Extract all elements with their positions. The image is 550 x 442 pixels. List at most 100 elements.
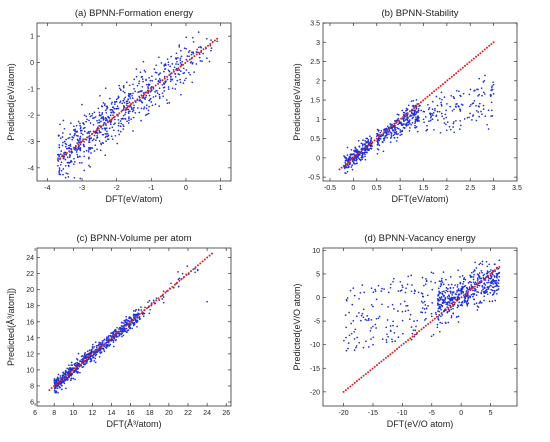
- scatter-point: [146, 113, 148, 116]
- scatter-point: [476, 279, 479, 282]
- scatter-point: [423, 300, 426, 303]
- reference-point: [78, 363, 81, 366]
- scatter-point: [474, 261, 476, 264]
- scatter-point: [477, 274, 480, 276]
- y-tick-label: 10: [312, 248, 320, 255]
- scatter-point: [392, 277, 395, 280]
- y-tick-label: 0.5: [310, 136, 320, 143]
- reference-point: [141, 311, 144, 313]
- scatter-point: [449, 128, 452, 131]
- scatter-point: [355, 346, 357, 349]
- scatter-point: [449, 299, 451, 302]
- scatter-point: [481, 286, 484, 288]
- scatter-point: [497, 279, 500, 282]
- scatter-point: [178, 46, 181, 48]
- reference-point: [190, 270, 192, 273]
- scatter-point: [470, 284, 473, 286]
- data-points: [342, 259, 501, 393]
- scatter-point: [490, 285, 492, 287]
- scatter-point: [135, 75, 138, 78]
- reference-point: [116, 113, 118, 116]
- scatter-point: [440, 112, 443, 115]
- scatter-point: [148, 105, 150, 108]
- scatter-point: [357, 157, 360, 160]
- scatter-point: [88, 349, 91, 352]
- scatter-point: [407, 116, 409, 119]
- reference-point: [129, 320, 132, 323]
- scatter-point: [473, 99, 476, 102]
- scatter-point: [437, 304, 439, 306]
- scatter-point: [484, 291, 487, 294]
- scatter-point: [58, 134, 60, 137]
- reference-point: [395, 121, 398, 124]
- scatter-point: [453, 131, 456, 134]
- scatter-point: [66, 371, 68, 374]
- reference-point: [435, 88, 438, 91]
- reference-point: [376, 364, 378, 367]
- scatter-point: [362, 346, 365, 349]
- y-tick-label: 8: [30, 383, 34, 390]
- scatter-point: [76, 142, 78, 144]
- scatter-point: [53, 389, 56, 392]
- scatter-point: [489, 277, 492, 280]
- reference-point: [461, 66, 464, 69]
- scatter-point: [397, 336, 400, 338]
- scatter-point: [80, 132, 83, 135]
- scatter-point: [458, 128, 461, 130]
- reference-point: [50, 387, 53, 389]
- scatter-point: [119, 330, 122, 333]
- scatter-point: [397, 123, 400, 126]
- reference-point: [375, 137, 378, 140]
- scatter-point: [375, 327, 377, 329]
- scatter-point: [478, 263, 481, 266]
- scatter-point: [430, 280, 432, 283]
- reference-point: [469, 289, 472, 292]
- scatter-point: [376, 152, 379, 155]
- scatter-point: [62, 132, 64, 134]
- scatter-point: [147, 86, 149, 88]
- scatter-point: [71, 364, 74, 367]
- scatter-point: [345, 157, 348, 160]
- reference-point: [471, 287, 474, 290]
- reference-point: [211, 41, 214, 44]
- scatter-point: [167, 61, 170, 64]
- scatter-point: [493, 292, 495, 294]
- scatter-point: [353, 349, 356, 351]
- scatter-point: [496, 289, 499, 291]
- reference-point: [185, 274, 188, 276]
- scatter-point: [491, 300, 494, 303]
- reference-point: [90, 133, 93, 135]
- scatter-point: [490, 101, 493, 104]
- scatter-point: [72, 377, 75, 380]
- scatter-point: [478, 115, 481, 118]
- reference-point: [92, 352, 95, 354]
- scatter-point: [69, 161, 72, 163]
- scatter-point: [97, 107, 100, 110]
- reference-point: [172, 70, 175, 73]
- scatter-point: [395, 130, 398, 133]
- scatter-point: [140, 309, 143, 311]
- scatter-point: [136, 316, 139, 319]
- scatter-point: [447, 288, 449, 290]
- scatter-point: [480, 110, 482, 113]
- scatter-point: [88, 147, 91, 150]
- scatter-point: [111, 109, 114, 111]
- scatter-point: [365, 340, 367, 343]
- scatter-point: [476, 286, 479, 288]
- scatter-point: [128, 84, 131, 87]
- scatter-point: [199, 46, 202, 48]
- scatter-point: [138, 80, 141, 83]
- scatter-point: [122, 125, 125, 128]
- scatter-point: [102, 102, 105, 104]
- scatter-point: [77, 156, 79, 159]
- scatter-point: [455, 119, 457, 122]
- scatter-point: [119, 332, 121, 335]
- scatter-point: [145, 94, 148, 97]
- scatter-point: [451, 299, 454, 302]
- x-tick-label: -0.5: [324, 185, 336, 192]
- scatter-point: [145, 78, 147, 81]
- scatter-point: [399, 280, 402, 283]
- scatter-point: [198, 53, 201, 55]
- scatter-point: [145, 104, 148, 107]
- reference-point: [108, 338, 111, 341]
